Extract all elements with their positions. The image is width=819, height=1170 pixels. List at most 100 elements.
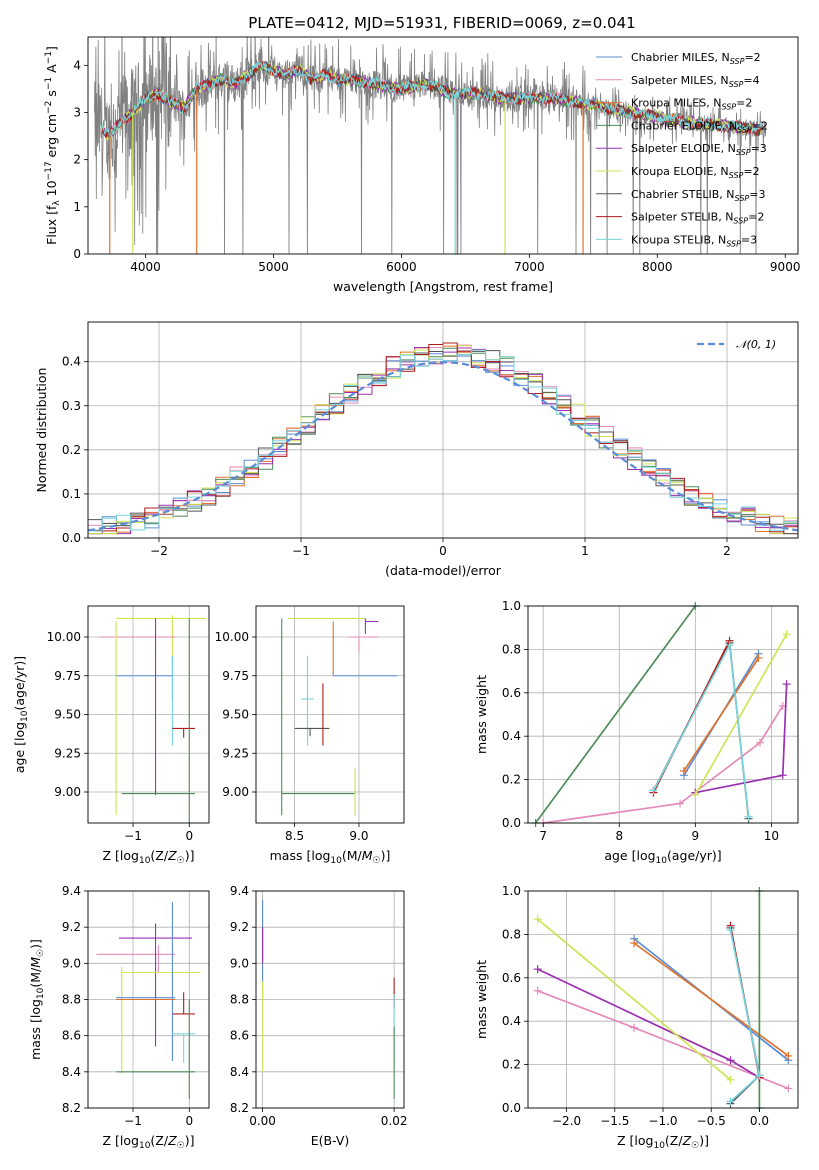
axes-frame [87,36,799,255]
mass-vs-metallicity-panel: −1 0 8.2 8.4 8.6 8.8 9.0 9.2 9.4 Z [log10(Z/Z☉)] m… [28,884,210,1151]
x-tick-label: 6000 [386,260,417,274]
y-tick-label: 4 [73,58,81,72]
y-tick-label: 0.2 [62,443,81,457]
x-tick-label: 0 [185,1114,193,1128]
x-tick-label: 2 [723,544,731,558]
y-tick-label: 9.75 [54,669,81,683]
x-axis-label: Z [log10(Z/Z☉)] [102,848,194,866]
y-tick-label: 8.6 [230,1029,249,1043]
y-tick-label: 1.0 [502,599,521,613]
series-line-salpeter-elodie [695,684,788,794]
y-tick-label: 9.4 [62,884,81,898]
point-marker-kroupa-miles [679,766,688,775]
point-marker-kroupa-stelib [726,1097,735,1106]
y-tick-label: 1.0 [502,884,521,898]
y-tick-label: 0.0 [502,1101,521,1115]
x-tick-label: −1 [292,544,310,558]
y-tick-label: 8.4 [230,1065,249,1079]
series-line-kroupa-miles [683,657,760,772]
point-marker-kroupa-elodie [533,915,542,924]
legend-label-salpeter-stelib: Salpeter STELIB, NSSP=2 [631,211,764,226]
age-vs-mass-points [281,617,398,816]
y-tick-label: 9.4 [230,884,249,898]
residuals-plot-area [88,342,798,535]
legend-label-salpeter-miles: Salpeter MILES, NSSP=4 [631,74,760,89]
x-tick-label: 5000 [258,260,289,274]
point-marker-salpeter-elodie [726,1056,735,1065]
point-marker-kroupa-elodie [726,1075,735,1084]
grid-lines [88,606,209,823]
legend-label-kroupa-stelib: Kroupa STELIB, NSSP=3 [631,233,757,248]
y-axis-label: Flux [fλ 10−17 erg cm−2 s−1 A−1] [44,46,62,245]
legend-label-chabrier-miles: Chabrier MILES, NSSP=2 [631,51,761,66]
age-vs-mass-panel: 8.5 9.0 9.00 9.25 9.50 9.75 10.00 mass [log10(M… [215,605,405,866]
y-tick-label: 0 [73,247,81,261]
y-tick-label: 0.8 [502,642,521,656]
y-tick-label: 0.6 [502,686,521,700]
age-vs-Z-points [99,615,207,823]
spectrum-panel: 4000 5000 6000 7000 8000 9000 0 1 2 3 4 wavelength … [44,36,801,294]
series-line-kroupa-miles [633,942,789,1057]
y-tick-label: 0.2 [502,773,521,787]
point-marker-kroupa-elodie [691,790,700,799]
model-spectrum-salpeter-stelib [100,60,763,139]
y-tick-label: 0.0 [62,531,81,545]
figure-title: PLATE=0412, MJD=51931, FIBERID=0069, z=0… [248,14,635,32]
point-marker-salpeter-miles [784,1084,793,1093]
y-tick-label: 9.50 [54,708,81,722]
point-marker-kroupa-stelib [649,786,658,795]
point-marker-kroupa-stelib [726,926,735,935]
axes-frame [527,605,799,824]
x-tick-label: 8.5 [285,829,304,843]
point-marker-salpeter-elodie [782,680,791,689]
y-tick-label: 9.25 [54,746,81,760]
point-marker-salpeter-miles [755,738,764,747]
y-tick-label: 0.2 [502,1058,521,1072]
legend-label-salpeter-elodie: Salpeter ELODIE, NSSP=3 [631,142,767,157]
point-marker-kroupa-elodie [782,630,791,639]
x-tick-label: 9.0 [349,829,368,843]
x-tick-label: 0.00 [249,1114,276,1128]
y-tick-label: 8.8 [230,993,249,1007]
y-tick-label: 9.0 [62,956,81,970]
y-axis-label: mass [log10(M/M☉)] [28,939,46,1060]
legend-label-chabrier-stelib: Chabrier STELIB, NSSP=3 [631,188,765,203]
x-tick-label: 9 [692,829,700,843]
histogram-chabrier-stelib [88,350,798,535]
y-tick-label: 9.00 [222,785,249,799]
x-axis-label: wavelength [Angstrom, rest frame] [333,279,553,294]
x-axis-label: age [log10(age/yr)] [604,848,721,866]
point-marker-salpeter-elodie [533,965,542,974]
mass-vs-extinction-panel: 0.00 0.02 8.2 8.4 8.6 8.8 9.0 9.2 9.4 E(B-V) [230,884,408,1148]
y-tick-label: 0.3 [62,399,81,413]
y-axis-label: mass weight [474,675,489,754]
x-tick-label: −2.0 [552,1114,581,1128]
series-line-salpeter-elodie [537,968,760,1079]
y-tick-label: 8.6 [62,1029,81,1043]
x-tick-label: 9000 [770,260,801,274]
series-line-kroupa-elodie [694,633,788,796]
point-marker-kroupa-miles [784,1051,793,1060]
x-axis-label: E(B-V) [311,1133,350,1148]
series-line-chabrier-elodie [534,605,696,824]
x-tick-label: −1.5 [600,1114,629,1128]
y-tick-label: 1 [73,200,81,214]
x-tick-label: 8000 [642,260,673,274]
y-tick-label: 0.4 [502,1014,521,1028]
spectrum-plot-area [94,37,767,254]
legend-label-kroupa-miles: Kroupa MILES, NSSP=2 [631,97,752,112]
y-axis-label: age [log10(age/yr)] [12,656,30,773]
y-tick-label: 0.4 [502,729,521,743]
y-axis-label: Normed distribution [34,368,49,493]
series-line-kroupa-elodie [537,918,732,1081]
y-tick-label: 0.0 [502,816,521,830]
mass-vs-Z-points [96,901,201,1099]
x-tick-label: −1 [124,1114,142,1128]
legend-label-kroupa-elodie: Kroupa ELODIE, NSSP=2 [631,165,760,180]
y-tick-label: 9.00 [54,785,81,799]
histogram-chabrier-elodie [88,347,798,535]
normal-distribution-curve [88,360,798,532]
y-axis-label: mass weight [474,960,489,1039]
point-marker-salpeter-miles [676,799,685,808]
mass-vs-EBV-points [262,900,395,1099]
